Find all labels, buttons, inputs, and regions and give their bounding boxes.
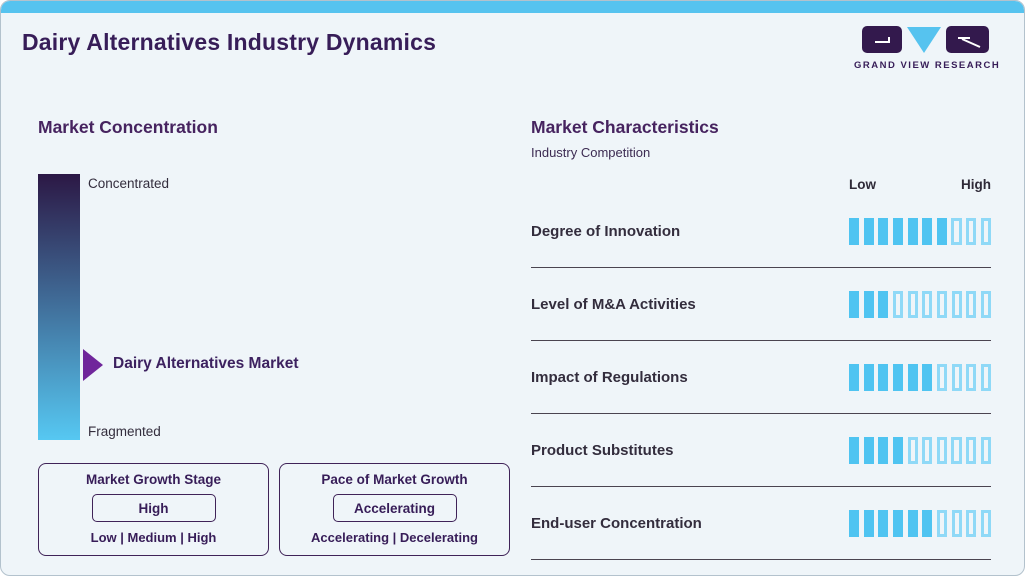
- rating-segment-filled: [907, 217, 918, 245]
- rating-bar: [849, 509, 992, 537]
- market-concentration-heading: Market Concentration: [38, 117, 218, 137]
- characteristics-rows: Degree of Innovation Level of M&A Activi…: [531, 195, 992, 560]
- rating-bar: [849, 363, 992, 391]
- rating-segment-filled: [863, 509, 874, 537]
- rating-segment-empty: [980, 509, 992, 537]
- scale-high-label: High: [961, 177, 991, 192]
- rating-segment-empty: [922, 436, 933, 464]
- rating-segment-empty: [936, 290, 947, 318]
- fragmented-label: Fragmented: [88, 424, 161, 439]
- rating-segment-filled: [892, 509, 904, 537]
- rating-segment-filled: [849, 217, 860, 245]
- concentrated-label: Concentrated: [88, 176, 170, 191]
- characteristic-row: End-user Concentration: [531, 487, 992, 560]
- rating-segment-empty: [980, 363, 992, 391]
- rating-segment-empty: [980, 290, 991, 318]
- logo-g-icon: [861, 26, 902, 53]
- rating-segment-filled: [878, 363, 889, 391]
- brand-name: GRAND VIEW RESEARCH: [854, 60, 1001, 71]
- characteristic-label: Product Substitutes: [531, 441, 674, 459]
- rating-bar: [849, 290, 991, 318]
- rating-segment-empty: [907, 436, 918, 464]
- rating-segment-filled: [863, 217, 874, 245]
- characteristic-row: Degree of Innovation: [531, 195, 991, 268]
- pace-title: Pace of Market Growth: [321, 472, 468, 487]
- rating-segment-filled: [878, 217, 889, 245]
- market-characteristics-heading: Market Characteristics: [531, 117, 719, 137]
- market-growth-stage-box: Market Growth Stage High Low | Medium | …: [38, 463, 269, 556]
- market-position-label: Dairy Alternatives Market: [113, 355, 299, 372]
- rating-segment-empty: [892, 290, 904, 318]
- characteristic-row: Impact of Regulations: [531, 341, 992, 414]
- rating-segment-empty: [907, 290, 918, 318]
- rating-segment-filled: [922, 509, 933, 537]
- characteristic-label: Degree of Innovation: [531, 222, 681, 240]
- rating-segment-filled: [863, 363, 874, 391]
- rating-segment-empty: [951, 290, 962, 318]
- rating-segment-empty: [966, 509, 977, 537]
- rating-segment-filled: [863, 290, 874, 318]
- growth-stage-value-badge: High: [91, 494, 216, 522]
- growth-stage-scale: Low | Medium | High: [90, 530, 217, 545]
- concentration-gradient-bar: [38, 174, 80, 440]
- pace-of-growth-box: Pace of Market Growth Accelerating Accel…: [279, 463, 510, 556]
- rating-segment-filled: [863, 436, 874, 464]
- logo-v-icon: [906, 27, 941, 53]
- rating-segment-filled: [849, 363, 860, 391]
- rating-segment-empty: [966, 436, 977, 464]
- rating-segment-empty: [936, 509, 948, 537]
- rating-scale-header: Low High: [849, 177, 991, 192]
- rating-segment-filled: [892, 363, 904, 391]
- rating-segment-filled: [907, 363, 918, 391]
- rating-segment-empty: [966, 217, 977, 245]
- rating-segment-empty: [936, 436, 947, 464]
- rating-segment-filled: [936, 217, 947, 245]
- rating-segment-empty: [980, 217, 991, 245]
- characteristic-label: End-user Concentration: [531, 514, 702, 532]
- rating-segment-empty: [951, 436, 962, 464]
- industry-competition-subtitle: Industry Competition: [531, 145, 651, 160]
- rating-segment-empty: [966, 290, 977, 318]
- rating-segment-empty: [951, 217, 962, 245]
- rating-segment-filled: [878, 436, 889, 464]
- rating-segment-empty: [922, 290, 933, 318]
- pace-value-badge: Accelerating: [332, 494, 457, 522]
- scale-low-label: Low: [849, 177, 876, 192]
- rating-segment-empty: [980, 436, 991, 464]
- rating-bar: [849, 217, 991, 245]
- rating-segment-filled: [922, 217, 933, 245]
- rating-bar: [849, 436, 991, 464]
- growth-stage-title: Market Growth Stage: [85, 472, 222, 487]
- rating-segment-filled: [878, 509, 889, 537]
- rating-segment-filled: [878, 290, 889, 318]
- rating-segment-empty: [966, 363, 977, 391]
- rating-segment-filled: [849, 290, 860, 318]
- rating-segment-filled: [849, 509, 860, 537]
- rating-segment-empty: [951, 363, 962, 391]
- brand-logo: GRAND VIEW RESEARCH: [854, 26, 1001, 71]
- rating-segment-empty: [951, 509, 962, 537]
- rating-segment-filled: [922, 363, 933, 391]
- logo-r-icon: [945, 26, 989, 53]
- pace-scale: Accelerating | Decelerating: [311, 530, 478, 545]
- characteristic-label: Level of M&A Activities: [531, 295, 696, 313]
- rating-segment-empty: [936, 363, 948, 391]
- rating-segment-filled: [849, 436, 860, 464]
- top-accent-bar: [1, 1, 1024, 13]
- characteristic-label: Impact of Regulations: [531, 368, 688, 386]
- rating-segment-filled: [892, 217, 904, 245]
- brand-logo-marks: [854, 26, 996, 55]
- page-title: Dairy Alternatives Industry Dynamics: [22, 29, 437, 55]
- rating-segment-filled: [892, 436, 903, 464]
- characteristic-row: Level of M&A Activities: [531, 268, 991, 341]
- rating-segment-filled: [907, 509, 918, 537]
- market-characteristics-panel: Market Characteristics Industry Competit…: [531, 117, 992, 560]
- market-position-arrow-icon: [83, 349, 103, 381]
- characteristic-row: Product Substitutes: [531, 414, 991, 487]
